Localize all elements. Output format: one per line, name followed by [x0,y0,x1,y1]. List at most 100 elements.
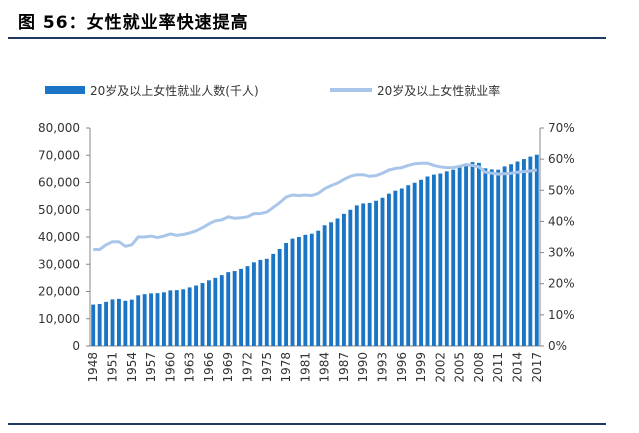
bar-1957 [149,293,153,346]
x-tick-label: 1960 [163,352,177,383]
bar-1998 [412,182,417,346]
bar-2016 [528,156,533,346]
x-tick-label: 1969 [221,352,235,383]
bar-1987 [342,213,346,346]
bottom-divider [8,423,606,425]
bar-2015 [522,159,526,346]
x-tick-label: 2005 [453,352,467,383]
x-tick-label: 2002 [433,352,447,383]
bar-1979 [290,238,295,346]
right-tick-label: 70% [548,121,575,135]
bar-1962 [181,289,186,346]
right-tick-label: 20% [548,277,575,291]
bar-1968 [219,275,224,346]
bar-2012 [502,166,507,346]
bar-1978 [284,242,288,346]
legend: 20岁及以上女性就业人数(千人) 20岁及以上女性就业率 [45,83,500,98]
bar-2014 [515,161,520,346]
figure-title: 图 56：女性就业率快速提高 [18,13,249,33]
bar-1992 [374,200,378,346]
x-tick-label: 2014 [511,352,525,383]
bar-1974 [258,259,263,346]
bar-1972 [245,266,250,346]
bar-1952 [117,298,121,346]
bar-2006 [464,163,468,346]
bar-2008 [477,162,481,346]
bar-2013 [509,164,513,346]
left-tick-label: 40,000 [38,230,80,244]
bar-1956 [142,294,147,346]
x-tick-label: 1987 [337,352,351,383]
bar-1985 [329,222,333,346]
bar-1963 [187,287,192,346]
x-tick-label: 1996 [395,352,409,383]
left-tick-label: 30,000 [38,257,80,271]
bar-2000 [425,176,430,346]
bar-2001 [432,174,436,346]
x-tick-label: 2017 [530,352,544,383]
bar-1977 [277,248,282,346]
x-tick-label: 2011 [491,352,505,383]
right-tick-label: 30% [548,246,575,260]
bar-1973 [252,262,256,346]
x-tick-label: 1951 [106,352,120,383]
x-tick-label: 1981 [298,352,312,383]
bar-1990 [361,203,366,346]
employment-rate-line [93,161,538,251]
left-tick-label: 0 [72,339,80,353]
bar-1984 [322,225,327,346]
bar-1953 [123,300,128,346]
bar-2003 [444,171,449,346]
bar-1971 [239,268,243,346]
bar-1993 [380,197,385,346]
bar-1965 [200,283,205,346]
bar-2011 [496,169,501,346]
bar-1970 [232,271,237,346]
left-tick-label: 80,000 [38,121,80,135]
x-tick-label: 2008 [472,352,486,383]
x-tick-label: 1963 [183,352,197,383]
bar-1958 [155,293,160,346]
bar-1976 [271,253,276,346]
right-tick-label: 50% [548,183,575,197]
right-tick-label: 0% [548,339,567,353]
bar-1955 [136,295,141,346]
x-tick-label: 1957 [144,352,158,383]
legend-bar-swatch [45,86,85,94]
bar-1986 [335,218,340,346]
right-tick-label: 60% [548,152,575,166]
bar-1960 [168,290,173,346]
x-tick-label: 1978 [279,352,293,383]
bar-1950 [104,301,108,346]
bar-1996 [399,188,404,346]
bar-1948 [91,304,96,346]
title-divider [8,37,606,39]
bar-1991 [367,202,372,346]
bar-1967 [213,277,218,346]
bar-1954 [129,299,134,346]
bar-1969 [226,272,231,346]
right-tick-label: 40% [548,214,575,228]
legend-line-label: 20岁及以上女性就业率 [377,83,500,98]
bar-1988 [348,209,353,346]
left-tick-label: 20,000 [38,285,80,299]
bar-1999 [419,179,423,346]
left-tick-label: 50,000 [38,203,80,217]
bar-2005 [457,166,462,346]
bar-1964 [194,285,198,346]
legend-bar-label: 20岁及以上女性就业人数(千人) [90,83,259,98]
bar-1989 [354,205,359,346]
bar-2009 [483,168,488,346]
bar-1997 [406,185,411,346]
bar-1975 [264,258,269,346]
bar-1982 [309,233,314,346]
bar-2010 [489,169,494,346]
right-tick-label: 10% [548,308,575,322]
x-tick-label: 1966 [202,352,216,383]
left-tick-label: 10,000 [38,312,80,326]
x-tick-label: 1990 [356,352,370,383]
left-tick-label: 70,000 [38,148,80,162]
left-tick-label: 60,000 [38,176,80,190]
bar-2004 [451,169,456,346]
bar-1983 [316,230,321,346]
